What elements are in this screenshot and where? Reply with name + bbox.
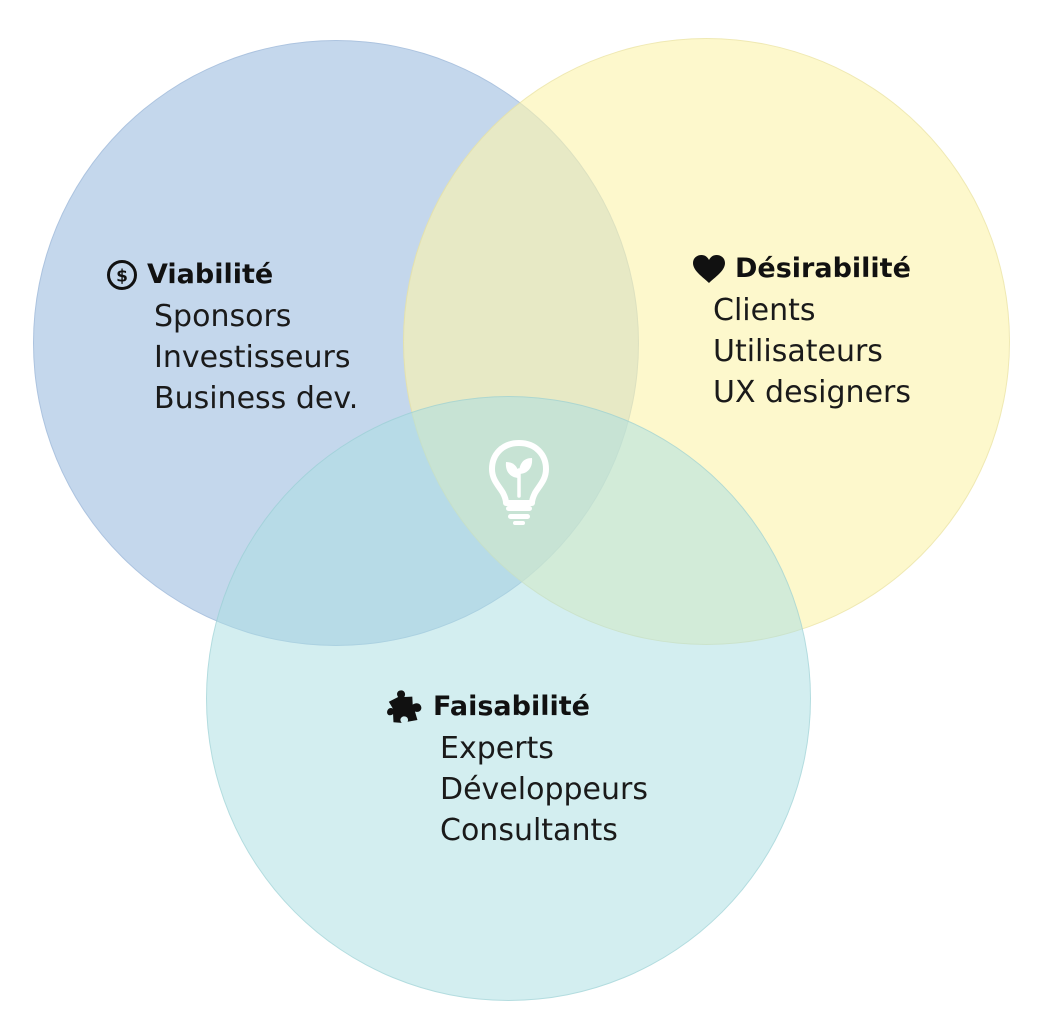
list-item: Développeurs bbox=[440, 772, 648, 807]
desirability-group: Désirabilité Clients Utilisateurs UX des… bbox=[692, 250, 911, 413]
dollar-circle-icon: $ bbox=[106, 259, 138, 291]
feasibility-title: Faisabilité bbox=[433, 691, 590, 722]
list-item: Utilisateurs bbox=[713, 334, 883, 369]
list-item: Investisseurs bbox=[154, 340, 351, 375]
list-item: Clients bbox=[713, 293, 816, 328]
list-item: Consultants bbox=[440, 813, 618, 848]
feasibility-group: Faisabilité Experts Développeurs Consult… bbox=[386, 688, 648, 851]
lightbulb-leaf-icon bbox=[488, 440, 550, 526]
viability-title: Viabilité bbox=[147, 259, 274, 290]
feasibility-circle bbox=[206, 396, 811, 1001]
viability-group: $ Viabilité Sponsors Investisseurs Busin… bbox=[106, 256, 358, 419]
desirability-title: Désirabilité bbox=[735, 253, 911, 284]
viability-title-row: $ Viabilité bbox=[106, 256, 358, 294]
desirability-list: Clients Utilisateurs UX designers bbox=[692, 290, 911, 413]
feasibility-title-row: Faisabilité bbox=[386, 688, 648, 726]
list-item: Experts bbox=[440, 731, 554, 766]
feasibility-list: Experts Développeurs Consultants bbox=[386, 728, 648, 851]
list-item: Business dev. bbox=[154, 381, 359, 416]
desirability-title-row: Désirabilité bbox=[692, 250, 911, 288]
puzzle-piece-icon bbox=[386, 689, 424, 725]
list-item: Sponsors bbox=[154, 299, 292, 334]
viability-list: Sponsors Investisseurs Business dev. bbox=[106, 296, 358, 419]
heart-icon bbox=[692, 254, 726, 284]
list-item: UX designers bbox=[713, 375, 911, 410]
svg-text:$: $ bbox=[116, 267, 128, 287]
